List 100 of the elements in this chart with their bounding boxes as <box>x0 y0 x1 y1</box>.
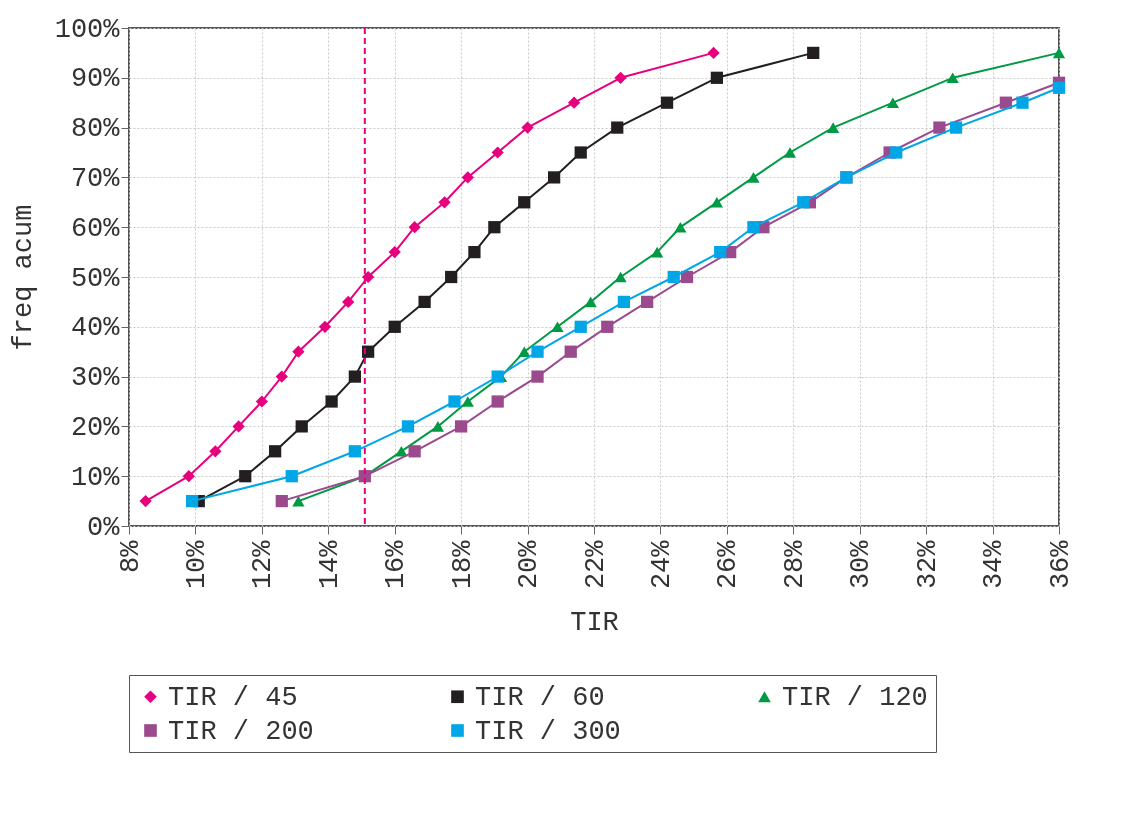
point <box>491 395 504 408</box>
point <box>468 245 481 259</box>
point <box>707 46 720 60</box>
point <box>209 445 222 458</box>
point <box>455 420 468 433</box>
y-tick-label: 20% <box>70 412 121 443</box>
x-tick-label: 10% <box>181 539 212 590</box>
point <box>431 421 445 432</box>
y-tick-label: 70% <box>70 163 121 194</box>
point <box>408 445 421 458</box>
point <box>342 295 355 309</box>
point <box>617 295 631 309</box>
point <box>518 196 531 209</box>
point <box>551 321 564 333</box>
point <box>445 270 458 284</box>
point <box>890 146 903 159</box>
point <box>139 494 152 508</box>
point <box>710 197 724 208</box>
point <box>807 46 820 60</box>
y-tick-label: 60% <box>70 213 121 244</box>
legend-label: TIR / 200 <box>168 716 314 747</box>
point <box>1052 47 1066 59</box>
y-tick-label: 100% <box>54 14 121 45</box>
point <box>714 245 727 259</box>
point <box>275 370 288 383</box>
point <box>747 221 760 234</box>
point <box>255 395 268 408</box>
y-tick-label: 50% <box>70 263 121 294</box>
point <box>601 320 614 333</box>
legend-label: TIR / 60 <box>475 682 605 713</box>
point <box>408 221 421 234</box>
point <box>710 71 724 84</box>
point <box>674 221 687 233</box>
y-axis-title: freq acum <box>8 204 39 351</box>
point <box>667 270 680 284</box>
point <box>886 97 900 108</box>
point <box>1052 81 1066 94</box>
y-tick-label: 40% <box>70 313 121 344</box>
x-tick-label: 36% <box>1045 539 1076 590</box>
point <box>521 121 534 134</box>
point <box>949 121 963 134</box>
point <box>362 270 375 284</box>
point <box>438 196 451 209</box>
point <box>182 470 195 483</box>
point <box>348 445 361 458</box>
x-tick-label: 22% <box>580 539 611 590</box>
point <box>567 96 581 109</box>
x-tick-label: 34% <box>979 539 1010 590</box>
point <box>285 470 298 483</box>
legend-label: TIR / 300 <box>475 716 621 747</box>
point <box>747 172 760 183</box>
point <box>531 345 544 358</box>
y-tick-label: 90% <box>70 64 121 95</box>
point <box>318 320 332 333</box>
x-tick-label: 14% <box>314 539 345 590</box>
point <box>564 345 577 358</box>
point <box>292 345 305 358</box>
point <box>611 121 624 134</box>
legend-label: TIR / 120 <box>782 682 928 713</box>
point <box>574 146 587 159</box>
point <box>325 395 338 408</box>
point <box>660 96 674 109</box>
x-tick-label: 24% <box>646 539 677 590</box>
point <box>232 420 245 433</box>
point <box>461 396 474 407</box>
point <box>275 494 288 508</box>
legend-label: TIR / 45 <box>168 682 298 713</box>
point <box>548 171 561 184</box>
point <box>401 420 415 433</box>
point <box>295 420 308 433</box>
x-tick-label: 20% <box>514 539 545 590</box>
point <box>348 370 361 383</box>
point <box>946 72 959 84</box>
point <box>641 295 654 309</box>
point <box>584 296 597 308</box>
point <box>680 270 694 284</box>
point <box>650 246 664 258</box>
point <box>461 171 474 184</box>
point <box>614 71 627 84</box>
y-tick-label: 30% <box>70 363 121 394</box>
x-axis-title: TIR <box>570 608 619 639</box>
x-tick-label: 18% <box>447 539 478 590</box>
point <box>614 271 627 283</box>
point <box>388 320 401 333</box>
point <box>518 346 531 357</box>
point <box>531 370 544 383</box>
point <box>491 146 504 159</box>
point <box>185 494 199 508</box>
y-tick-label: 80% <box>70 114 121 145</box>
y-tick-label: 10% <box>70 462 121 493</box>
point <box>488 221 501 234</box>
x-tick-label: 16% <box>381 539 412 590</box>
x-tick-label: 32% <box>912 539 943 590</box>
point <box>269 445 282 458</box>
point <box>388 245 401 259</box>
x-tick-label: 12% <box>248 539 279 590</box>
point <box>491 370 504 383</box>
point <box>574 320 587 333</box>
point <box>827 122 840 133</box>
point <box>933 121 946 134</box>
